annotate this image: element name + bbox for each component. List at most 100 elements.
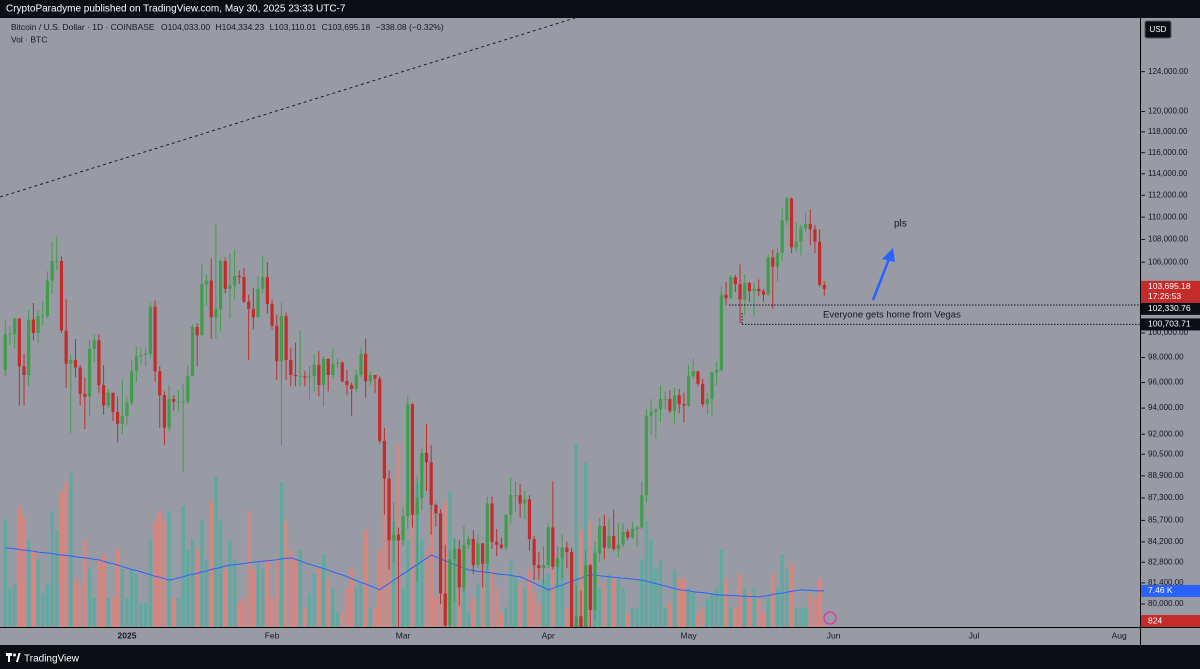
candle-body (738, 284, 742, 300)
candle-body (682, 404, 686, 406)
candle-body (148, 306, 152, 354)
candle-body (691, 371, 695, 377)
candle-body (223, 261, 227, 289)
candle-body (284, 316, 288, 360)
candle-body (335, 362, 340, 364)
candle-body (752, 288, 756, 292)
volume-bar (87, 569, 92, 627)
volume-bar (303, 607, 307, 627)
volume-bar (162, 520, 167, 627)
volume-bar (429, 511, 433, 627)
price-axis (1141, 18, 1200, 645)
volume-bar (424, 549, 429, 627)
volume-bar (382, 453, 387, 627)
volume-bar (410, 501, 415, 627)
volume-bar (817, 578, 822, 627)
logo-part (16, 653, 21, 662)
candle-body (45, 280, 50, 317)
candle-body (612, 536, 616, 550)
volume-bar (434, 598, 438, 627)
currency-button[interactable] (1144, 20, 1172, 39)
candle-body (420, 452, 424, 498)
y-tick-label: 100,000.00 (1148, 328, 1189, 337)
candle-body (218, 261, 223, 309)
candle-body (331, 363, 335, 375)
price-marker-label: 103,695.18 (1148, 281, 1191, 291)
volume-bar (148, 540, 153, 627)
candle-body (139, 355, 143, 357)
candle-body (410, 404, 415, 515)
candle-body (312, 364, 316, 377)
volume-bar (480, 583, 485, 627)
candle-body (78, 367, 82, 394)
volume-bar (532, 593, 536, 627)
x-tick-label: Aug (1112, 630, 1127, 640)
currency-label[interactable]: USD (1150, 25, 1167, 34)
candle-body (158, 371, 162, 396)
volume-bar (340, 612, 344, 627)
candle-body (36, 316, 40, 333)
volume-bar (724, 578, 728, 627)
plot-area (0, 18, 1140, 627)
candle-body (705, 399, 709, 405)
volume-bar (462, 569, 466, 627)
candle-body (251, 308, 255, 318)
x-tick-label: Mar (396, 630, 411, 640)
volume-bar (495, 588, 499, 627)
candle-body (743, 282, 747, 300)
volume-bar (513, 578, 518, 627)
candle-body (523, 499, 527, 504)
candle-body (242, 277, 246, 302)
volume-bar (363, 530, 368, 627)
candle-body (672, 395, 677, 411)
y-tick-label: 108,000.00 (1148, 235, 1189, 244)
volume-bar (55, 530, 59, 627)
candle-body (293, 374, 298, 377)
candle-body (799, 228, 803, 242)
candle-body (513, 495, 518, 496)
candle-body (270, 304, 274, 326)
candle-body (813, 229, 817, 242)
candle-body (59, 261, 64, 331)
candle-body (237, 276, 241, 278)
volume-bar (630, 607, 635, 627)
candle-body (438, 513, 443, 594)
candle-body (181, 401, 185, 403)
candle-body (3, 334, 7, 370)
volume-bar (780, 554, 784, 627)
candle-body (153, 306, 157, 372)
candle-body (13, 318, 17, 335)
volume-bar (115, 549, 120, 627)
candle-body (565, 547, 569, 552)
candle-body (593, 553, 597, 611)
ohlc-change: −338.08 (−0.32%) (376, 22, 444, 32)
x-tick-label: 2025 (118, 630, 137, 640)
candle-body (658, 399, 663, 410)
candle-body (616, 544, 620, 550)
candle-body (532, 538, 536, 566)
y-tick-label: 120,000.00 (1148, 107, 1189, 116)
volume-bar (700, 607, 705, 627)
volume-bar (626, 612, 630, 627)
candle-body (8, 334, 12, 335)
candle-body (696, 371, 700, 384)
volume-bar (640, 559, 644, 627)
publisher: CryptoParadyme published on TradingView.… (6, 4, 346, 15)
annotation: pls (894, 219, 907, 230)
candle-body (555, 557, 560, 567)
candle-body (387, 478, 391, 541)
candle-body (569, 551, 574, 627)
candle-body (822, 284, 826, 289)
candle-body (424, 452, 429, 463)
y-tick-label: 92,000.00 (1148, 429, 1184, 438)
candle-body (775, 253, 780, 267)
candle-body (794, 241, 798, 248)
candle-body (69, 359, 73, 364)
candle-body (434, 504, 438, 514)
volume-last-box (1141, 615, 1200, 627)
candle-body (396, 534, 401, 541)
candle-body (663, 399, 667, 400)
level-layer (729, 304, 1140, 325)
volume-bar (541, 578, 546, 627)
